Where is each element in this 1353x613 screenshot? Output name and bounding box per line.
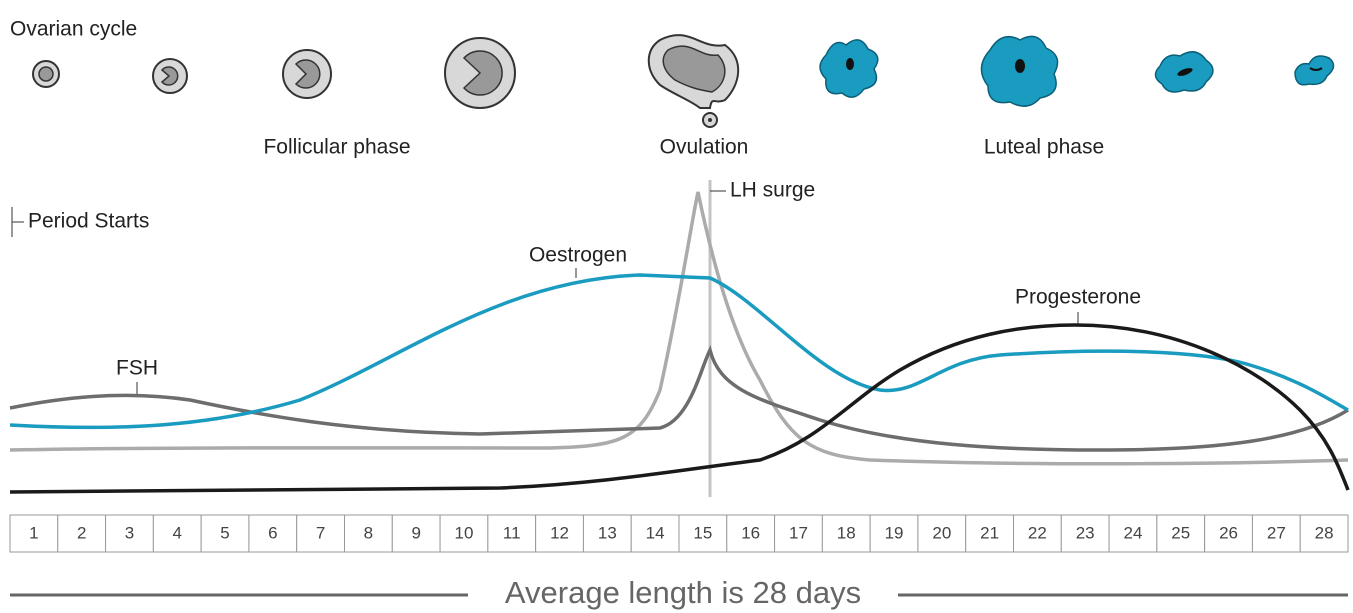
phase-label: Follicular phase [263, 136, 410, 159]
day-number: 4 [173, 523, 182, 542]
day-number: 3 [125, 523, 134, 542]
day-number: 24 [1124, 523, 1143, 542]
day-number: 7 [316, 523, 325, 542]
day-number: 8 [364, 523, 373, 542]
oestrogen-label: Oestrogen [529, 244, 627, 267]
day-number: 15 [693, 523, 712, 542]
day-number: 5 [220, 523, 229, 542]
day-number: 25 [1171, 523, 1190, 542]
day-number: 17 [789, 523, 808, 542]
day-number: 12 [550, 523, 569, 542]
progesterone-curve [10, 325, 1348, 492]
day-number: 14 [646, 523, 665, 542]
day-number: 19 [885, 523, 904, 542]
day-number: 20 [932, 523, 951, 542]
day-number: 13 [598, 523, 617, 542]
title: Ovarian cycle [10, 18, 137, 41]
day-number: 21 [980, 523, 999, 542]
fsh-curve [10, 350, 1348, 450]
lh-label: LH surge [730, 179, 815, 202]
day-number: 26 [1219, 523, 1238, 542]
day-number: 22 [1028, 523, 1047, 542]
phase-label: Luteal phase [984, 136, 1104, 159]
lh-curve [10, 192, 1348, 464]
period-label: Period Starts [28, 210, 149, 233]
day-number: 23 [1076, 523, 1095, 542]
follicle-icons [33, 35, 1334, 127]
day-number: 1 [29, 523, 38, 542]
day-number: 10 [455, 523, 474, 542]
day-number: 27 [1267, 523, 1286, 542]
day-number: 11 [503, 523, 521, 542]
day-number: 2 [77, 523, 86, 542]
day-number: 6 [268, 523, 277, 542]
fsh-label: FSH [116, 357, 158, 380]
progesterone-label: Progesterone [1015, 286, 1141, 309]
phase-label: Ovulation [660, 136, 749, 159]
day-number: 18 [837, 523, 856, 542]
footer: Average length is 28 days [505, 575, 861, 610]
day-number: 9 [411, 523, 420, 542]
diagram: Ovarian cycle Follicular phase Ovulation… [0, 0, 1353, 613]
day-number: 28 [1315, 523, 1334, 542]
day-number: 16 [741, 523, 760, 542]
leaders [12, 191, 1078, 396]
